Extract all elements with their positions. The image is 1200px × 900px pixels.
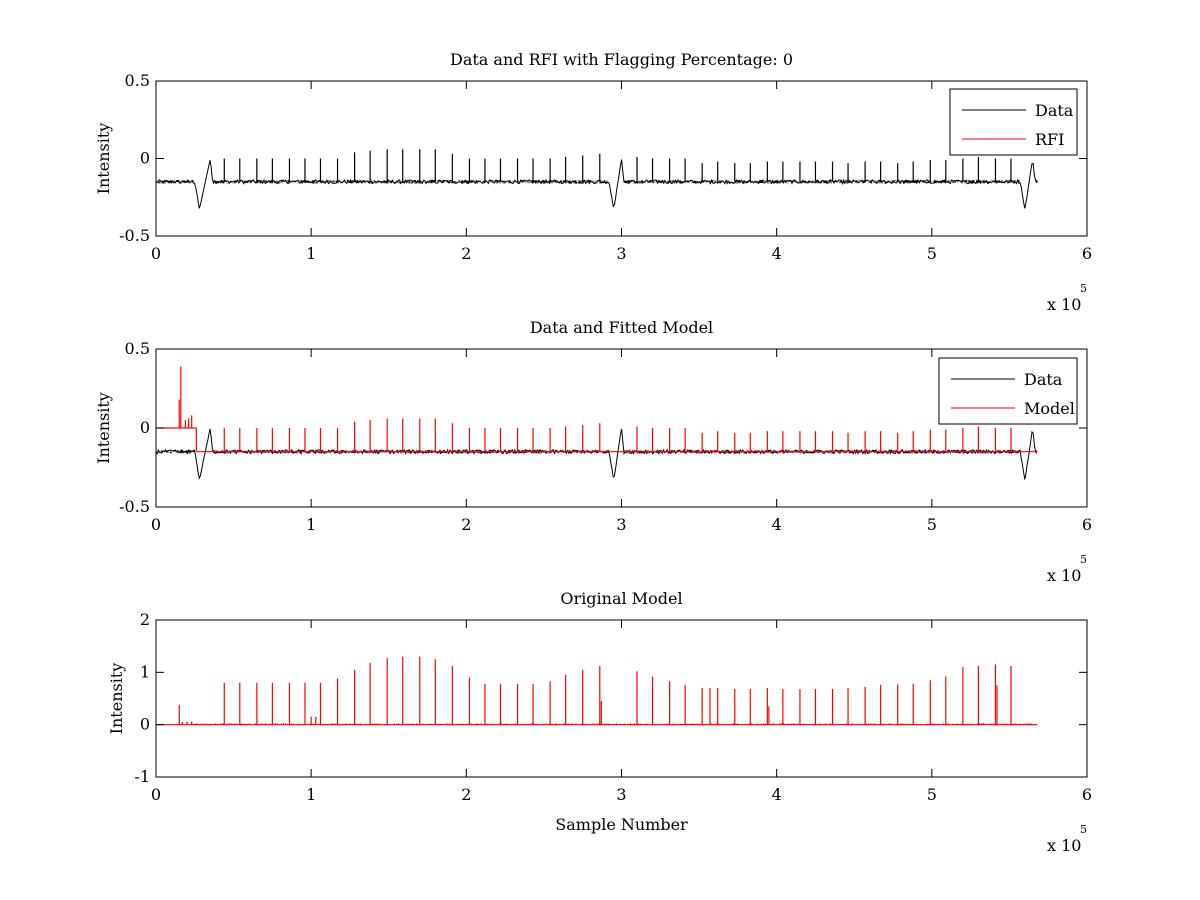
series-group <box>156 656 1038 726</box>
x-tick-label: 5 <box>927 244 937 263</box>
x-multiplier-exponent: 5 <box>1080 282 1087 295</box>
x-tick-label: 3 <box>616 244 626 263</box>
legend-label-model: Model <box>1024 399 1075 418</box>
legend-box <box>938 357 1078 425</box>
x-multiplier-exponent: 5 <box>1080 823 1087 836</box>
chart-title: Data and RFI with Flagging Percentage: 0 <box>450 50 793 69</box>
x-tick-label: 6 <box>1082 515 1092 534</box>
x-tick-label: 1 <box>306 785 316 804</box>
x-tick-label: 0 <box>151 515 161 534</box>
y-tick-label: 0 <box>140 418 150 437</box>
y-tick-label: -1 <box>134 767 150 786</box>
x-tick-label: 2 <box>461 244 471 263</box>
y-tick-label: 0.5 <box>125 339 150 358</box>
y-tick-label: 1 <box>140 662 150 681</box>
x-multiplier-exponent: 5 <box>1080 553 1087 566</box>
y-axis-label: Intensity <box>94 392 113 464</box>
x-axis-label: Sample Number <box>555 815 688 834</box>
x-tick-label: 6 <box>1082 244 1092 263</box>
y-tick-label: 0 <box>140 715 150 734</box>
y-tick-label: -0.5 <box>119 226 150 245</box>
x-tick-label: 2 <box>461 515 471 534</box>
x-tick-label: 4 <box>772 515 782 534</box>
x-multiplier: x 10 <box>1047 836 1081 855</box>
y-tick-label: -0.5 <box>119 497 150 516</box>
series-group <box>156 149 1038 209</box>
x-tick-label: 1 <box>306 244 316 263</box>
series-group <box>156 366 1038 480</box>
legend-box <box>949 88 1078 156</box>
y-axis-label: Intensity <box>107 663 126 735</box>
y-tick-label: 2 <box>140 610 150 629</box>
x-tick-label: 6 <box>1082 785 1092 804</box>
x-tick-label: 0 <box>151 785 161 804</box>
y-axis-label: Intensity <box>94 123 113 195</box>
y-tick-label: 0.5 <box>125 71 150 90</box>
legend-label-data: Data <box>1035 101 1074 120</box>
legend: Data RFI <box>949 88 1078 156</box>
y-tick-label: 0 <box>140 149 150 168</box>
x-tick-label: 4 <box>772 785 782 804</box>
chart-title: Original Model <box>560 589 682 608</box>
x-tick-label: 1 <box>306 515 316 534</box>
legend-label-data: Data <box>1024 370 1063 389</box>
axes-box <box>155 80 1088 237</box>
legend: Data Model <box>938 357 1078 425</box>
axes-box <box>155 619 1088 778</box>
x-multiplier: x 10 <box>1047 295 1081 314</box>
chart-title: Data and Fitted Model <box>530 318 713 337</box>
x-multiplier: x 10 <box>1047 566 1081 585</box>
legend-label-rfi: RFI <box>1035 130 1064 149</box>
x-tick-label: 2 <box>461 785 471 804</box>
x-tick-label: 5 <box>927 785 937 804</box>
x-tick-label: 0 <box>151 244 161 263</box>
x-tick-label: 4 <box>772 244 782 263</box>
x-tick-label: 3 <box>616 785 626 804</box>
x-tick-label: 5 <box>927 515 937 534</box>
x-tick-label: 3 <box>616 515 626 534</box>
